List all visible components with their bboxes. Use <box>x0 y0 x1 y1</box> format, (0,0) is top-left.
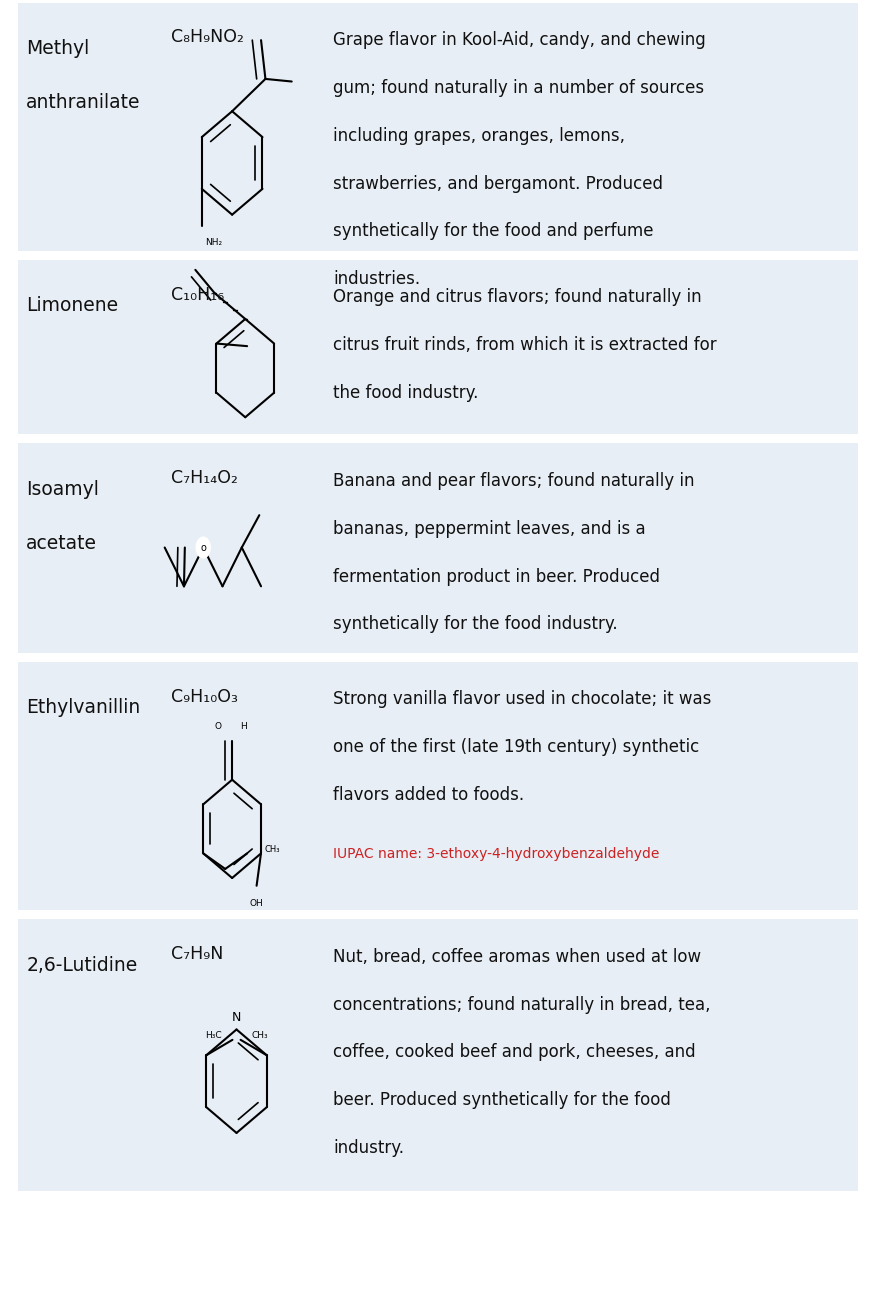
Bar <box>18 662 858 910</box>
Bar <box>18 443 858 653</box>
Text: N: N <box>232 1011 241 1024</box>
Text: beer. Produced synthetically for the food: beer. Produced synthetically for the foo… <box>333 1091 671 1109</box>
Text: C₁₀H₁₆: C₁₀H₁₆ <box>171 286 224 304</box>
Text: fermentation product in beer. Produced: fermentation product in beer. Produced <box>333 568 660 586</box>
Text: citrus fruit rinds, from which it is extracted for: citrus fruit rinds, from which it is ext… <box>333 336 717 354</box>
Text: Isoamyl: Isoamyl <box>26 480 99 499</box>
Text: H: H <box>240 721 247 731</box>
Text: one of the first (late 19th century) synthetic: one of the first (late 19th century) syn… <box>333 738 699 756</box>
Text: anthranilate: anthranilate <box>26 93 141 112</box>
Text: NH₂: NH₂ <box>205 238 223 247</box>
Text: gum; found naturally in a number of sources: gum; found naturally in a number of sour… <box>333 79 704 97</box>
Text: Orange and citrus flavors; found naturally in: Orange and citrus flavors; found natural… <box>333 288 702 306</box>
Text: Limonene: Limonene <box>26 296 118 315</box>
Text: IUPAC name: 3-ethoxy-4-hydroxybenzaldehyde: IUPAC name: 3-ethoxy-4-hydroxybenzaldehy… <box>333 847 660 861</box>
Text: strawberries, and bergamont. Produced: strawberries, and bergamont. Produced <box>333 175 663 193</box>
Bar <box>18 260 858 434</box>
Text: including grapes, oranges, lemons,: including grapes, oranges, lemons, <box>333 127 625 145</box>
Bar <box>18 3 858 251</box>
Text: C₇H₁₄O₂: C₇H₁₄O₂ <box>171 469 237 487</box>
Text: OH: OH <box>250 899 264 908</box>
Text: industry.: industry. <box>333 1139 404 1157</box>
Text: Nut, bread, coffee aromas when used at low: Nut, bread, coffee aromas when used at l… <box>333 948 701 966</box>
Text: acetate: acetate <box>26 534 97 553</box>
Text: O: O <box>215 721 222 731</box>
Text: coffee, cooked beef and pork, cheeses, and: coffee, cooked beef and pork, cheeses, a… <box>333 1043 696 1062</box>
Text: C₈H₉NO₂: C₈H₉NO₂ <box>171 28 244 47</box>
Text: C₉H₁₀O₃: C₉H₁₀O₃ <box>171 688 237 706</box>
Text: Banana and pear flavors; found naturally in: Banana and pear flavors; found naturally… <box>333 472 695 490</box>
Text: Ethylvanillin: Ethylvanillin <box>26 698 140 718</box>
Text: C₇H₉N: C₇H₉N <box>171 945 223 963</box>
Text: concentrations; found naturally in bread, tea,: concentrations; found naturally in bread… <box>333 996 710 1014</box>
Text: bananas, peppermint leaves, and is a: bananas, peppermint leaves, and is a <box>333 520 646 538</box>
Text: synthetically for the food and perfume: synthetically for the food and perfume <box>333 222 653 240</box>
Text: 2,6-Lutidine: 2,6-Lutidine <box>26 956 138 975</box>
Text: synthetically for the food industry.: synthetically for the food industry. <box>333 615 618 634</box>
Circle shape <box>196 537 210 557</box>
Text: CH₃: CH₃ <box>265 846 280 855</box>
Bar <box>18 919 858 1191</box>
Text: o: o <box>201 543 206 552</box>
Text: the food industry.: the food industry. <box>333 384 478 402</box>
Text: flavors added to foods.: flavors added to foods. <box>333 786 524 804</box>
Text: Strong vanilla flavor used in chocolate; it was: Strong vanilla flavor used in chocolate;… <box>333 690 711 709</box>
Text: Grape flavor in Kool-Aid, candy, and chewing: Grape flavor in Kool-Aid, candy, and che… <box>333 31 706 49</box>
Text: CH₃: CH₃ <box>251 1032 268 1041</box>
Text: Methyl: Methyl <box>26 39 89 58</box>
Text: H₃C: H₃C <box>205 1032 222 1041</box>
Text: industries.: industries. <box>333 270 420 288</box>
